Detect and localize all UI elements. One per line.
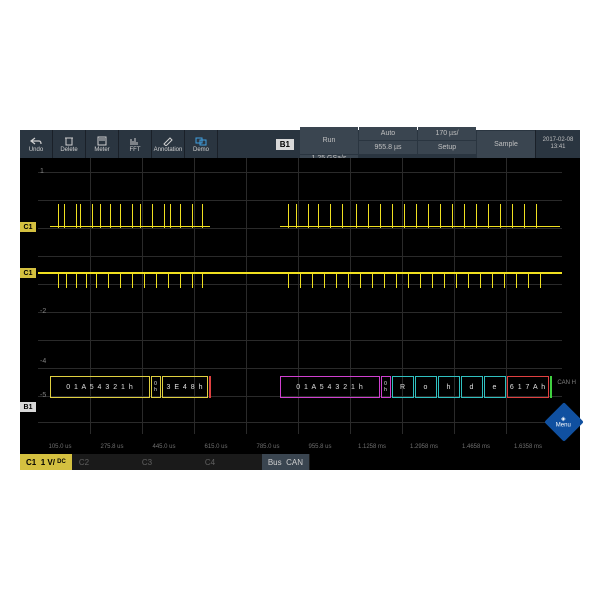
datetime-display: 2017-02-08 13:41 bbox=[535, 130, 580, 158]
tick-3: 615.0 us bbox=[204, 444, 227, 450]
meter-label: Meter bbox=[94, 147, 109, 153]
oscilloscope-screen: Undo Delete Meter FFT Annotation Demo B1… bbox=[20, 130, 580, 470]
ch3-tab[interactable]: C3 bbox=[136, 454, 199, 470]
y-label-3: -4 bbox=[40, 358, 46, 365]
decode-frame2-d4: e bbox=[484, 376, 506, 398]
waveform-display[interactable]: 1 -2 -4 -5 C1 C1 B1 bbox=[20, 158, 580, 454]
setup-cell[interactable]: Setup bbox=[418, 141, 476, 154]
decode-frame2-d1: o bbox=[415, 376, 437, 398]
ch1-clock-marker[interactable]: C1 bbox=[20, 222, 36, 232]
ch4-tab[interactable]: C4 bbox=[199, 454, 262, 470]
bus-tab[interactable]: Bus CAN bbox=[262, 454, 310, 470]
decode-frame1-oh: 0h bbox=[151, 376, 161, 398]
decode-frame2-d0: R bbox=[392, 376, 414, 398]
decode-frame2-d2: h bbox=[438, 376, 460, 398]
fft-button[interactable]: FFT bbox=[119, 130, 152, 158]
menu-label: Menu bbox=[556, 422, 571, 428]
tick-7: 1.2958 ms bbox=[410, 444, 438, 450]
trigger-mode-cell[interactable]: Auto bbox=[359, 127, 417, 140]
tick-2: 445.0 us bbox=[152, 444, 175, 450]
ch1-tab[interactable]: C1 1 V/ DC bbox=[20, 454, 73, 470]
tick-4: 785.0 us bbox=[256, 444, 279, 450]
demo-button[interactable]: Demo bbox=[185, 130, 218, 158]
annotation-button[interactable]: Annotation bbox=[152, 130, 185, 158]
bus1-marker[interactable]: B1 bbox=[20, 402, 36, 412]
tick-8: 1.4658 ms bbox=[462, 444, 490, 450]
menu-button[interactable]: ◈Menu bbox=[544, 402, 584, 442]
decode-frame2-id: 0 1 A 5 4 3 2 1 h bbox=[280, 376, 380, 398]
time-text: 13:41 bbox=[550, 144, 565, 151]
tick-5: 955.8 us bbox=[308, 444, 331, 450]
decode-frame2-oh: 0h bbox=[381, 376, 391, 398]
top-toolbar: Undo Delete Meter FFT Annotation Demo B1… bbox=[20, 130, 580, 159]
bus-signal-label: CAN H bbox=[557, 380, 576, 386]
undo-label: Undo bbox=[29, 147, 43, 153]
decode-frame2-crc: 6 1 7 A h bbox=[507, 376, 549, 398]
decode-frame2-eof bbox=[550, 376, 552, 398]
decode-frame2-d3: d bbox=[461, 376, 483, 398]
timebase-cell[interactable]: 170 µs/ bbox=[418, 127, 476, 140]
y-label-4: -5 bbox=[40, 392, 46, 399]
tick-1: 275.8 us bbox=[100, 444, 123, 450]
delete-label: Delete bbox=[60, 147, 77, 153]
tick-0: 105.0 us bbox=[48, 444, 71, 450]
channel-bar: C1 1 V/ DC C2 C3 C4 Bus CAN bbox=[20, 454, 580, 470]
undo-button[interactable]: Undo bbox=[20, 130, 53, 158]
run-cell[interactable]: Run bbox=[300, 127, 358, 154]
tick-9: 1.6358 ms bbox=[514, 444, 542, 450]
meter-button[interactable]: Meter bbox=[86, 130, 119, 158]
position-cell[interactable]: 955.8 µs bbox=[359, 141, 417, 154]
annotation-label: Annotation bbox=[154, 147, 183, 153]
acqmode-cell[interactable]: Sample bbox=[477, 131, 535, 158]
tick-6: 1.1258 ms bbox=[358, 444, 386, 450]
demo-label: Demo bbox=[193, 147, 209, 153]
decode-frame1-eof bbox=[209, 376, 211, 398]
date-text: 2017-02-08 bbox=[543, 137, 574, 144]
y-label-1: 1 bbox=[40, 168, 44, 175]
y-label-2: -2 bbox=[40, 308, 46, 315]
acq-mode-col: Sample bbox=[477, 131, 535, 158]
delete-button[interactable]: Delete bbox=[53, 130, 86, 158]
decode-frame1-crc: 3 E 4 8 h bbox=[162, 376, 208, 398]
decode-frame1-id: 0 1 A 5 4 3 2 1 h bbox=[50, 376, 150, 398]
b1-indicator: B1 bbox=[276, 139, 294, 150]
ch1-data-marker[interactable]: C1 bbox=[20, 268, 36, 278]
ch2-tab[interactable]: C2 bbox=[73, 454, 136, 470]
acquisition-settings: Auto 170 µs/ Run Setup 1.25 GSa/s 955.8 … bbox=[300, 127, 476, 162]
fft-label: FFT bbox=[130, 147, 141, 153]
